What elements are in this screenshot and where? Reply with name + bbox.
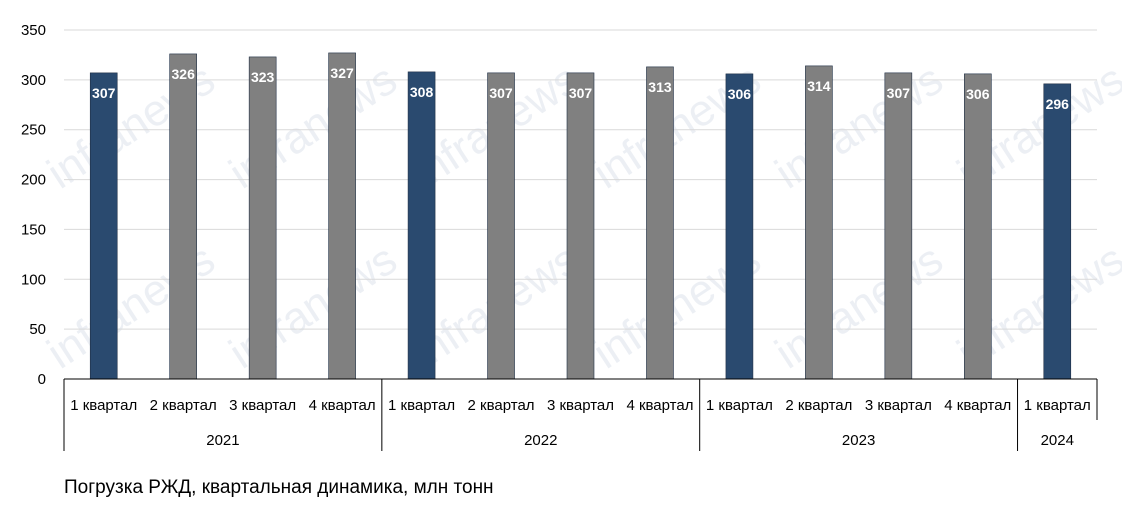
bar <box>805 65 833 380</box>
y-tick-label: 0 <box>38 371 46 388</box>
y-tick-label: 100 <box>21 271 46 288</box>
bar <box>248 56 277 380</box>
x-tick-label: 3 квартал <box>865 397 932 414</box>
bar <box>725 73 754 380</box>
bar <box>487 72 515 380</box>
data-label: 306 <box>966 86 990 102</box>
x-tick-label: 2 квартал <box>150 397 217 414</box>
data-label: 306 <box>728 86 752 102</box>
data-label: 327 <box>330 65 354 81</box>
year-group-label: 2023 <box>842 432 875 449</box>
bar <box>964 73 992 380</box>
x-tick-label: 2 квартал <box>468 397 535 414</box>
x-tick-label: 1 квартал <box>70 397 137 414</box>
bar <box>407 71 436 380</box>
data-label: 307 <box>887 85 911 101</box>
bar <box>884 72 913 380</box>
data-label: 307 <box>489 85 513 101</box>
x-tick-label: 3 квартал <box>547 397 614 414</box>
x-tick-label: 3 квартал <box>229 397 296 414</box>
data-label: 326 <box>172 66 196 82</box>
bar <box>169 53 197 380</box>
x-tick-label: 1 квартал <box>706 397 773 414</box>
year-group-label: 2021 <box>206 432 239 449</box>
x-tick-label: 1 квартал <box>388 397 455 414</box>
y-axis-ticks: 0 50 100 150 200 250 300 350 <box>21 22 46 388</box>
x-tick-label: 4 квартал <box>944 397 1011 414</box>
data-label: 323 <box>251 69 275 85</box>
year-group-label: 2022 <box>524 432 557 449</box>
chart-caption: Погрузка РЖД, квартальная динамика, млн … <box>64 477 494 498</box>
watermark-text: infranews <box>221 55 406 199</box>
bar <box>89 72 118 380</box>
watermark-text: infranews <box>767 235 952 379</box>
bar <box>646 66 674 380</box>
bar <box>328 52 356 380</box>
data-label: 314 <box>807 78 831 94</box>
y-tick-label: 300 <box>21 72 46 89</box>
bar <box>566 72 595 380</box>
x-axis: 1 квартал 2 квартал 3 квартал 4 квартал 1 кв… <box>63 378 1098 451</box>
year-group-label: 2024 <box>1041 432 1074 449</box>
data-labels: 307 326 323 327 308 307 307 313 306 314 307 306 296 <box>92 65 1069 112</box>
data-label: 313 <box>648 79 672 95</box>
y-tick-label: 350 <box>21 22 46 39</box>
y-tick-label: 150 <box>21 221 46 238</box>
data-label: 307 <box>569 85 593 101</box>
data-label: 296 <box>1046 96 1070 112</box>
y-tick-label: 200 <box>21 172 46 189</box>
watermark-text: infranews <box>221 235 406 379</box>
data-label: 307 <box>92 85 116 101</box>
x-tick-label: 4 квартал <box>626 397 693 414</box>
y-tick-label: 50 <box>29 321 46 338</box>
bar <box>1043 83 1072 380</box>
y-tick-label: 250 <box>21 122 46 139</box>
x-tick-label: 2 квартал <box>785 397 852 414</box>
x-tick-label: 4 квартал <box>309 397 376 414</box>
x-tick-label: 1 квартал <box>1024 397 1091 414</box>
data-label: 308 <box>410 84 434 100</box>
bars <box>89 52 1072 380</box>
watermark-text: infranews <box>767 55 952 199</box>
